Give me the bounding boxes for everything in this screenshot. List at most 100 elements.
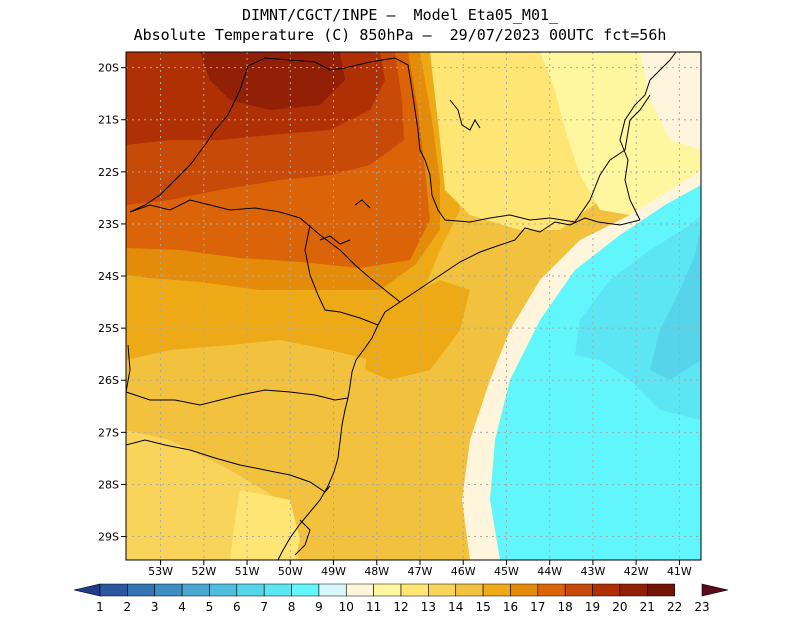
colorbar-label: 23 (694, 600, 709, 614)
colorbar (73, 583, 729, 597)
lon-tick-label: 48W (364, 565, 389, 578)
lon-tick-label: 46W (451, 565, 476, 578)
colorbar-swatch (181, 583, 210, 597)
lat-tick-label: 23S (98, 218, 119, 231)
lat-tick-label: 21S (98, 114, 119, 127)
state-border-pr-west (304, 224, 379, 326)
colorbar-label: 21 (640, 600, 655, 614)
reservoir-3 (354, 199, 371, 209)
lon-tick-label: 49W (321, 565, 346, 578)
colorbar-swatch (510, 583, 539, 597)
field-band-cream-northeast (640, 52, 701, 150)
colorbar-label: 22 (667, 600, 682, 614)
lat-tick-label: 29S (98, 531, 119, 544)
colorbar-label: 3 (151, 600, 159, 614)
lat-lon-gridlines (126, 52, 701, 560)
rs-lagoon (294, 519, 311, 556)
border-argentina (126, 344, 131, 393)
colorbar-label: 12 (393, 600, 408, 614)
colorbar-swatch (400, 583, 429, 597)
lat-tick-label: 25S (98, 322, 119, 335)
colorbar-swatch (73, 583, 101, 597)
chart-title-line2: Absolute Temperature (C) 850hPa – 29/07/… (133, 26, 667, 44)
colorbar-swatch (209, 583, 238, 597)
lat-tick-label: 22S (98, 166, 119, 179)
colorbar-label: 1 (96, 600, 104, 614)
colorbar-label: 4 (178, 600, 186, 614)
state-border-sc-rs (126, 439, 331, 493)
colorbar-label: 13 (421, 600, 436, 614)
field-band-blue-core (650, 225, 701, 380)
lat-tick-label: 26S (98, 374, 119, 387)
lon-tick-label: 53W (148, 565, 173, 578)
latitude-tick-labels: 20S 21S 22S 23S 24S 25S 26S 27S 28S 29S (98, 62, 119, 544)
colorbar-swatch (373, 583, 402, 597)
longitude-tick-labels: 53W 52W 51W 50W 49W 48W 47W 46W 45W 44W 43W 42W 41W (148, 565, 692, 578)
lon-tick-label: 52W (191, 565, 216, 578)
colorbar-swatch (701, 583, 729, 597)
colorbar-swatch (564, 583, 593, 597)
lon-tick-label: 45W (494, 565, 519, 578)
colorbar-label: 2 (124, 600, 132, 614)
coastline (277, 217, 641, 560)
lon-tick-label: 44W (537, 565, 562, 578)
colorbar-label: 20 (612, 600, 627, 614)
colorbar-label: 10 (339, 600, 354, 614)
lon-tick-label: 43W (580, 565, 605, 578)
reservoir-2 (319, 235, 351, 245)
field-band-orange-sea (365, 280, 470, 380)
colorbar-label: 7 (260, 600, 268, 614)
lat-tick-label: 27S (98, 426, 119, 439)
chart-title-line1: DIMNT/CGCT/INPE – Model Eta05_M01_ (241, 6, 559, 24)
colorbar-swatch (455, 583, 484, 597)
field-band-yellow-south (230, 490, 300, 560)
political-boundaries (126, 52, 677, 560)
colorbar-swatch (482, 583, 511, 597)
colorbar-swatch (345, 583, 374, 597)
state-border-mg-sp (247, 57, 576, 223)
lon-tick-label: 50W (278, 565, 303, 578)
map-frame (125, 51, 702, 561)
lat-tick-label: 28S (98, 478, 119, 491)
lat-tick-label: 20S (98, 62, 119, 75)
state-border-pr-sp (129, 199, 401, 303)
temperature-field (126, 52, 701, 560)
state-border-ms-sp (129, 65, 249, 213)
lat-tick-label: 24S (98, 270, 119, 283)
colorbar-swatch (619, 583, 648, 597)
colorbar-swatch (537, 583, 566, 597)
colorbar-label: 15 (475, 600, 490, 614)
colorbar-swatch (428, 583, 457, 597)
colorbar-label: 9 (315, 600, 323, 614)
lon-tick-label: 51W (235, 565, 260, 578)
colorbar-swatch (154, 583, 183, 597)
colorbar-swatch (236, 583, 265, 597)
state-border-mg-rj (574, 94, 651, 223)
field-band-darkest-red (200, 52, 345, 110)
colorbar-label: 16 (503, 600, 518, 614)
colorbar-label: 8 (288, 600, 296, 614)
lon-tick-label: 42W (624, 565, 649, 578)
colorbar-swatch (127, 583, 156, 597)
axis-ticks (121, 67, 680, 565)
colorbar-swatch (291, 583, 320, 597)
lon-tick-label: 47W (408, 565, 433, 578)
coastline-north (619, 52, 677, 221)
colorbar-label: 6 (233, 600, 241, 614)
lon-tick-label: 41W (667, 565, 692, 578)
colorbar-label: 17 (530, 600, 545, 614)
colorbar-swatch (318, 583, 347, 597)
colorbar-swatch (99, 583, 128, 597)
colorbar-label: 14 (448, 600, 463, 614)
colorbar-label: 5 (206, 600, 214, 614)
colorbar-tick-labels: 1 2 3 4 5 6 7 8 9 10 11 12 13 14 15 16 17 18 19 20 21 22 23 (96, 600, 709, 614)
colorbar-swatch (263, 583, 292, 597)
colorbar-label: 11 (366, 600, 381, 614)
reservoir-1 (449, 99, 481, 131)
colorbar-label: 18 (558, 600, 573, 614)
state-border-pr-sc (126, 389, 349, 406)
colorbar-swatch (592, 583, 621, 597)
colorbar-swatch (646, 583, 675, 597)
colorbar-label: 19 (585, 600, 600, 614)
